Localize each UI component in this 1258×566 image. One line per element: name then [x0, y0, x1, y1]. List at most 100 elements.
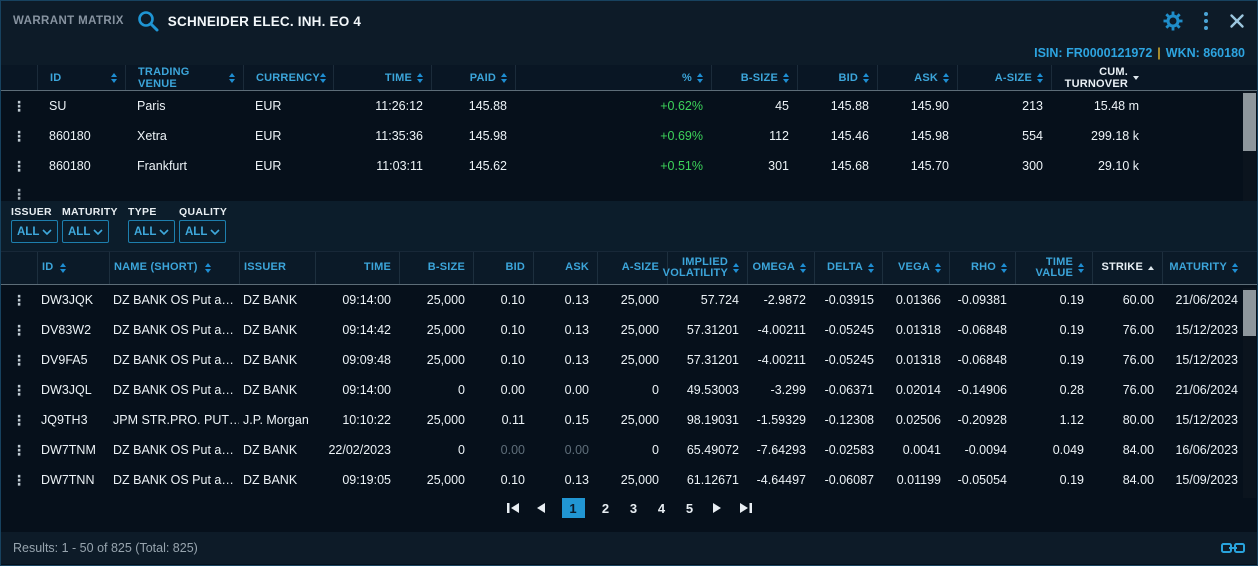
- sort-icon: [1232, 263, 1238, 273]
- column-header-currency[interactable]: CURRENCY: [243, 65, 333, 90]
- column-header-issuer[interactable]: ISSUER: [239, 252, 315, 284]
- row-menu-button[interactable]: ⋮: [12, 185, 26, 202]
- close-icon[interactable]: [1229, 13, 1245, 29]
- first-page-button[interactable]: [506, 498, 520, 518]
- column-header-bid[interactable]: BID: [473, 252, 533, 284]
- column-label-bid: BID: [505, 261, 525, 274]
- filter-label-issuer: ISSUER: [11, 206, 52, 218]
- row-menu-button[interactable]: ⋮: [12, 471, 26, 488]
- cell-bsize: 45: [775, 99, 789, 113]
- page-button-1[interactable]: 1: [561, 498, 585, 518]
- column-header-tv[interactable]: TIME VALUE: [1015, 252, 1092, 284]
- cell-name: DZ BANK OS Put a…: [113, 383, 234, 397]
- cell-id: DW7TNM: [41, 443, 96, 457]
- last-page-button[interactable]: [739, 498, 753, 518]
- column-header-delta[interactable]: DELTA: [814, 252, 882, 284]
- column-header-ask[interactable]: ASK: [877, 65, 957, 90]
- search-icon[interactable]: [136, 9, 160, 33]
- row-menu-button[interactable]: ⋮: [12, 441, 26, 458]
- cell-asize: 554: [1022, 129, 1043, 143]
- cell-iv: 98.19031: [686, 413, 739, 427]
- filter-maturity-dropdown[interactable]: ALL: [62, 220, 109, 243]
- warrant-row[interactable]: ⋮ DW7TNM DZ BANK OS Put a… DZ BANK 22/02/202…: [1, 435, 1257, 465]
- column-header-bsize[interactable]: B-SIZE: [399, 252, 473, 284]
- row-menu-button[interactable]: ⋮: [12, 351, 26, 368]
- column-header-strike[interactable]: STRIKE: [1092, 252, 1162, 284]
- status-bar: Results: 1 - 50 of 825 (Total: 825): [1, 532, 1257, 564]
- cell-rho: -0.06848: [957, 353, 1007, 367]
- warrant-row[interactable]: ⋮ DV83W2 DZ BANK OS Put a… DZ BANK 09:14:42 2…: [1, 315, 1257, 345]
- column-label-time: TIME: [384, 71, 412, 84]
- page-button-5[interactable]: 5: [685, 500, 694, 516]
- row-menu-button[interactable]: ⋮: [12, 157, 26, 174]
- column-header-asize[interactable]: A-SIZE: [597, 252, 667, 284]
- instrument-search[interactable]: SCHNEIDER ELEC. INH. EO 4: [136, 9, 361, 33]
- column-header-paid[interactable]: PAID: [431, 65, 515, 90]
- warrant-row[interactable]: ⋮ DW3JQL DZ BANK OS Put a… DZ BANK 09:14:00 0…: [1, 375, 1257, 405]
- next-page-button[interactable]: [711, 498, 725, 518]
- row-menu-button[interactable]: ⋮: [12, 411, 26, 428]
- filter-issuer-dropdown[interactable]: ALL: [11, 220, 58, 243]
- cell-iv: 65.49072: [686, 443, 739, 457]
- row-menu-button[interactable]: ⋮: [12, 127, 26, 144]
- column-header-id[interactable]: ID: [37, 65, 125, 90]
- cell-iv: 57.724: [700, 293, 739, 307]
- sort-icon: [863, 72, 869, 83]
- cell-tv: 0.19: [1059, 323, 1084, 337]
- column-header-bid[interactable]: BID: [797, 65, 877, 90]
- row-menu-button[interactable]: ⋮: [12, 291, 26, 308]
- warrant-row[interactable]: ⋮ JQ9TH3 JPM STR.PRO. PUT… J.P. Morgan 10:10…: [1, 405, 1257, 435]
- cell-name: DZ BANK OS Put a…: [113, 353, 234, 367]
- sort-icon: [1078, 263, 1084, 273]
- column-header-pct[interactable]: %: [515, 65, 711, 90]
- cell-time: 09:14:42: [342, 323, 391, 337]
- instrument-name[interactable]: SCHNEIDER ELEC. INH. EO 4: [167, 13, 362, 29]
- sort-icon: [111, 72, 117, 83]
- row-menu-button[interactable]: ⋮: [12, 97, 26, 114]
- page-button-4[interactable]: 4: [657, 500, 666, 516]
- warrants-table-header: ID NAME (SHORT) ISSUER TIME B-SIZE BID ASK A-SI…: [1, 251, 1257, 285]
- column-header-maturity[interactable]: MATURITY: [1162, 252, 1246, 284]
- column-header-asize[interactable]: A-SIZE: [957, 65, 1051, 90]
- column-header-time[interactable]: TIME: [315, 252, 399, 284]
- cell-omega: -7.64293: [756, 443, 806, 457]
- header-filler: [1246, 252, 1257, 284]
- cell-omega: -1.59329: [756, 413, 806, 427]
- column-header-venue[interactable]: TRADING VENUE: [125, 65, 243, 90]
- filter-quality-dropdown[interactable]: ALL: [179, 220, 226, 243]
- row-menu-button[interactable]: ⋮: [12, 381, 26, 398]
- cell-maturity: 21/06/2024: [1175, 293, 1238, 307]
- column-header-iv[interactable]: IMPLIED VOLATILITY: [663, 252, 747, 284]
- table-row[interactable]: ⋮: [1, 181, 1257, 202]
- cell-bsize: 301: [768, 159, 789, 173]
- filter-type-dropdown[interactable]: ALL: [128, 220, 175, 243]
- column-header-turnover[interactable]: CUM. TURNOVER: [1051, 65, 1147, 90]
- gear-icon[interactable]: [1163, 11, 1183, 31]
- quote-row[interactable]: ⋮ 860180 Xetra EUR 11:35:36 145.98 +0.69% 112 14…: [1, 121, 1257, 151]
- chevron-down-icon: [210, 228, 220, 235]
- column-header-omega[interactable]: OMEGA: [747, 252, 814, 284]
- page-button-2[interactable]: 2: [601, 500, 610, 516]
- quote-row[interactable]: ⋮ 860180 Frankfurt EUR 11:03:11 145.62 +0.51% 3…: [1, 151, 1257, 181]
- column-header-id[interactable]: ID: [37, 252, 109, 284]
- warrant-row[interactable]: ⋮ DV9FA5 DZ BANK OS Put a… DZ BANK 09:09:48 2…: [1, 345, 1257, 375]
- sort-icon: [204, 263, 211, 273]
- column-header-name[interactable]: NAME (SHORT): [109, 252, 239, 284]
- warrant-row[interactable]: ⋮ DW7TNN DZ BANK OS Put a… DZ BANK 09:19:05 2…: [1, 465, 1257, 495]
- link-channel-icon[interactable]: [1221, 542, 1245, 554]
- column-header-rho[interactable]: RHO: [949, 252, 1015, 284]
- quotes-scrollbar-thumb[interactable]: [1243, 93, 1256, 151]
- previous-page-button[interactable]: [534, 498, 548, 518]
- column-header-bsize[interactable]: B-SIZE: [711, 65, 797, 90]
- page-button-3[interactable]: 3: [629, 500, 638, 516]
- warrant-row[interactable]: ⋮ DW3JQK DZ BANK OS Put a… DZ BANK 09:14:00 2…: [1, 285, 1257, 315]
- row-menu-button[interactable]: ⋮: [12, 321, 26, 338]
- column-header-time[interactable]: TIME: [333, 65, 431, 90]
- kebab-menu-icon[interactable]: [1203, 11, 1209, 31]
- quote-row[interactable]: ⋮ SU Paris EUR 11:26:12 145.88 +0.62% 45 145.88 1…: [1, 91, 1257, 121]
- cell-strike: 60.00: [1122, 293, 1154, 307]
- sort-asc-icon: [1148, 266, 1154, 270]
- warrants-scrollbar-thumb[interactable]: [1243, 290, 1256, 336]
- column-header-ask[interactable]: ASK: [533, 252, 597, 284]
- column-header-vega[interactable]: VEGA: [882, 252, 949, 284]
